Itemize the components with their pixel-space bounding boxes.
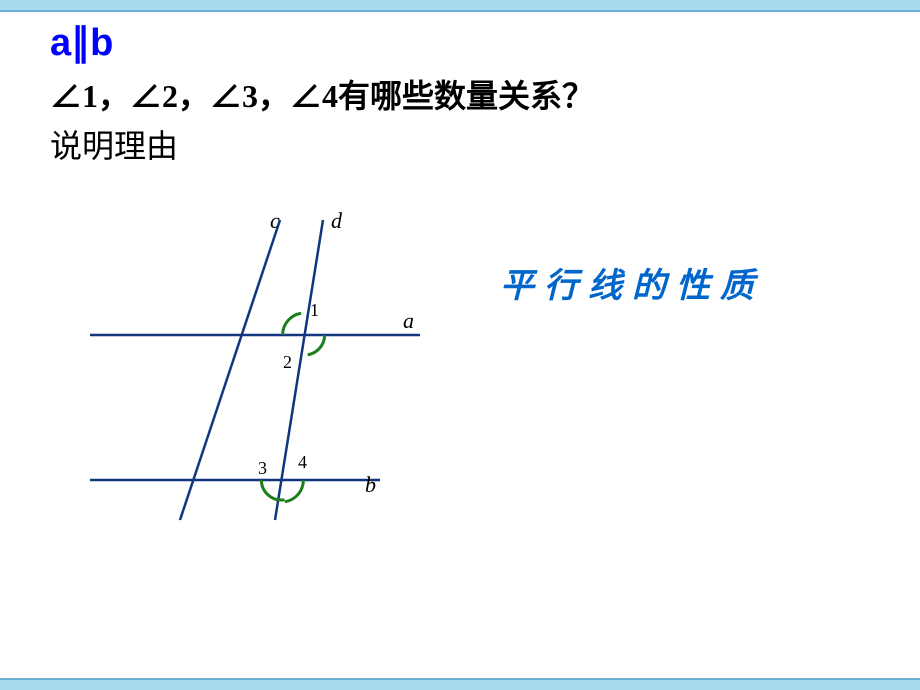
title-text: a∥b — [50, 20, 920, 65]
label-2: 2 — [283, 352, 292, 372]
label-1: 1 — [310, 300, 319, 320]
question-text: ∠1，∠2，∠3，∠4有哪些数量关系？ — [50, 71, 920, 117]
reason-text: 说明理由 — [50, 121, 920, 167]
label-b: b — [365, 472, 376, 497]
label-d: d — [331, 208, 343, 233]
angle-2 — [283, 313, 302, 335]
caption-text: 平行线的性质 — [500, 258, 764, 307]
label-c: c — [270, 208, 280, 233]
diagram-svg: c d a b 1 2 3 4 — [75, 200, 435, 540]
label-a: a — [403, 308, 414, 333]
angle-4 — [285, 480, 304, 502]
label-3: 3 — [258, 458, 267, 478]
content-area: a∥b ∠1，∠2，∠3，∠4有哪些数量关系？ 说明理由 — [0, 20, 920, 177]
label-4: 4 — [298, 452, 307, 472]
geometry-diagram: c d a b 1 2 3 4 — [75, 200, 435, 540]
angle-1 — [308, 335, 325, 355]
